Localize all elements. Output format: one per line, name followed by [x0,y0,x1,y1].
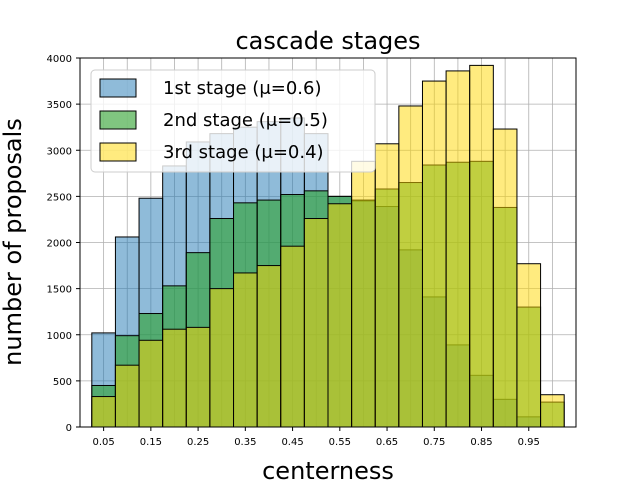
bar [209,288,235,428]
bar [233,272,258,428]
bar [445,70,471,428]
y-tick-label: 3500 [47,100,72,111]
x-tick-label: 0.75 [423,437,445,448]
legend: 1st stage (μ=0.6) 2nd stage (μ=0.5) 3rd st… [90,69,376,173]
legend-label: 2nd stage (μ=0.5) [163,110,328,131]
bar [351,160,376,428]
y-axis-label: number of proposals [0,118,27,366]
y-axis-ticks: 0 500 1000 1500 2000 2500 3000 3500 4000 [47,54,80,434]
chart-title: cascade stages [235,27,420,55]
y-tick-label: 2000 [47,239,72,250]
legend-item: 1st stage (μ=0.6) [99,78,322,99]
legend-swatch [99,78,137,98]
bar [398,105,423,428]
x-tick-label: 0.65 [376,437,398,448]
x-tick-label: 0.85 [470,437,492,448]
x-axis-ticks: 0.05 0.15 0.25 0.35 0.45 0.55 0.65 0.75 0.85 0.95 [92,427,540,448]
bar [327,203,353,428]
bar [138,339,164,428]
bar [469,64,494,428]
x-tick-label: 0.45 [281,437,303,448]
bar [162,328,187,428]
bar [91,396,116,428]
y-tick-label: 2500 [47,192,72,203]
legend-swatch [99,142,137,162]
bar [114,364,140,428]
x-tick-label: 0.55 [329,437,351,448]
x-tick-label: 0.25 [187,437,209,448]
y-tick-label: 1500 [47,285,72,296]
bar [374,143,400,428]
bar [540,394,565,428]
legend-item: 2nd stage (μ=0.5) [99,110,328,131]
legend-label: 3rd stage (μ=0.4) [163,142,324,163]
x-tick-label: 0.35 [234,437,256,448]
legend-box [90,69,376,173]
bar [492,128,518,428]
y-tick-label: 4000 [47,54,72,65]
x-axis-label: centerness [262,457,394,480]
legend-label: 1st stage (μ=0.6) [163,78,322,99]
histogram-bars [91,64,565,428]
bar [185,326,211,428]
y-tick-label: 0 [66,423,72,434]
legend-swatch [99,110,137,130]
bar [280,245,305,428]
legend-item: 3rd stage (μ=0.4) [99,142,324,163]
y-tick-label: 3000 [47,146,72,157]
y-tick-label: 500 [53,377,72,388]
x-tick-label: 0.15 [140,437,162,448]
bar [516,263,542,428]
bar [256,265,282,428]
series-3 [91,64,565,428]
bar [421,80,447,428]
x-tick-label: 0.95 [518,437,540,448]
y-tick-label: 1000 [47,331,72,342]
x-tick-label: 0.05 [92,437,114,448]
bar [303,218,329,428]
